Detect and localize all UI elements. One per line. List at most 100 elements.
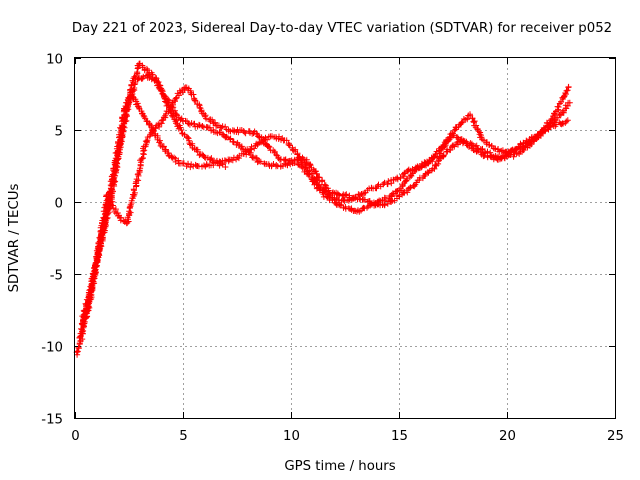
data-point: [172, 95, 179, 102]
data-point: [564, 117, 571, 124]
series-track-3: [78, 60, 572, 328]
y-tick-label: -10: [41, 341, 63, 356]
y-tick-label: 5: [55, 125, 63, 140]
grid-lines: [75, 58, 615, 418]
data-point: [79, 321, 86, 328]
data-point: [169, 112, 176, 119]
data-point: [257, 158, 264, 165]
data-point: [102, 208, 109, 215]
x-tick-label: 20: [499, 429, 516, 444]
data-point: [80, 317, 86, 324]
data-point: [85, 297, 91, 304]
data-point: [76, 334, 83, 341]
y-tick-label: 10: [46, 53, 63, 68]
data-point: [191, 96, 198, 103]
data-point: [318, 178, 325, 185]
data-point: [161, 94, 168, 101]
data-point: [114, 156, 121, 162]
data-point: [131, 189, 138, 196]
data-point: [152, 125, 159, 132]
data-point: [143, 65, 150, 72]
data-point: [143, 138, 150, 145]
y-axis-label: SDTVAR / TECUs: [7, 184, 22, 293]
data-point: [285, 141, 292, 148]
data-point: [458, 120, 465, 126]
axis-ticks: 0 5 10 15 20 25 -15 -10 -5 0 5 10: [41, 53, 624, 445]
data-point: [88, 278, 95, 285]
data-point: [191, 120, 198, 127]
series-track-4: [82, 84, 573, 321]
data-point: [473, 142, 480, 149]
data-point: [74, 348, 81, 355]
data-point: [111, 172, 117, 179]
data-point: [208, 155, 215, 162]
data-point: [260, 137, 267, 144]
y-tick-label: -15: [41, 413, 63, 428]
data-point: [165, 108, 172, 115]
data-point: [134, 69, 141, 76]
x-tick-label: 25: [607, 429, 624, 444]
data-point: [127, 209, 134, 216]
data-point: [120, 116, 127, 123]
series-track-2: [76, 71, 571, 341]
data-point: [388, 198, 395, 205]
data-point: [321, 181, 328, 188]
data-point: [78, 325, 84, 332]
data-point: [565, 83, 572, 90]
data-point: [527, 140, 534, 147]
data-point: [368, 200, 375, 207]
data-point: [282, 157, 289, 164]
data-point: [360, 190, 366, 197]
data-point: [160, 143, 167, 150]
data-point: [271, 148, 278, 155]
data-point: [551, 118, 558, 124]
data-point: [444, 146, 450, 153]
data-point: [566, 99, 573, 106]
data-point: [454, 139, 461, 146]
data-point: [266, 144, 273, 150]
data-points: [73, 60, 573, 358]
x-tick-label: 15: [391, 429, 408, 444]
data-point: [433, 154, 440, 160]
data-point: [116, 151, 123, 158]
y-tick-label: -5: [50, 269, 63, 284]
data-point: [512, 146, 519, 153]
data-point: [336, 192, 343, 199]
data-point: [222, 123, 229, 130]
data-point: [407, 184, 413, 191]
data-point: [265, 143, 272, 150]
data-point: [114, 164, 121, 171]
data-point: [230, 138, 237, 145]
data-point: [165, 152, 172, 159]
data-point: [531, 138, 538, 145]
data-point: [116, 144, 123, 151]
data-point: [155, 79, 162, 85]
data-point: [140, 73, 147, 80]
data-point: [209, 116, 216, 123]
data-point: [436, 150, 443, 157]
chart-title: Day 221 of 2023, Sidereal Day-to-day VTE…: [72, 21, 612, 36]
data-point: [201, 162, 207, 169]
data-point: [542, 127, 549, 134]
x-tick-label: 5: [179, 429, 187, 444]
data-point: [241, 129, 248, 136]
data-point: [479, 145, 486, 152]
data-point: [464, 115, 471, 122]
data-point: [342, 192, 349, 198]
data-point: [110, 205, 117, 211]
data-point: [206, 124, 213, 131]
data-point: [510, 153, 517, 160]
data-point: [138, 156, 145, 162]
data-point: [133, 176, 140, 183]
data-point: [316, 174, 323, 181]
data-point: [91, 265, 98, 272]
data-point: [431, 165, 438, 172]
data-point: [118, 127, 125, 134]
data-point: [192, 97, 199, 104]
data-point: [288, 157, 295, 164]
data-point: [124, 219, 131, 226]
data-point: [90, 270, 97, 277]
data-point: [440, 152, 447, 159]
data-point: [121, 115, 128, 122]
